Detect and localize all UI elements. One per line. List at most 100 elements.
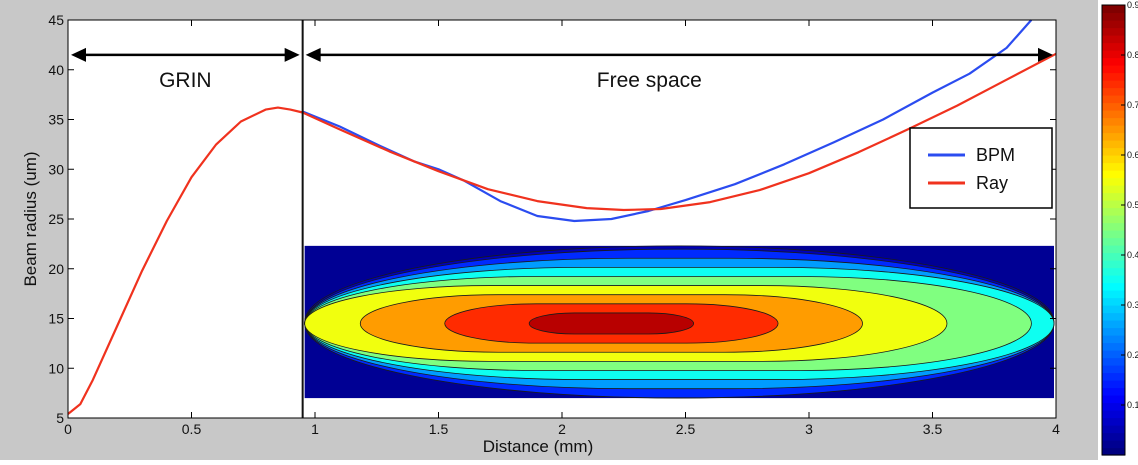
colorbar-segment: [1102, 102, 1125, 111]
colorbar-segment: [1102, 290, 1125, 299]
colorbar-tick-label: 0.3: [1127, 300, 1138, 310]
colorbar-segment: [1102, 312, 1125, 321]
x-tick-label: 3.5: [923, 421, 943, 437]
y-tick-label: 15: [48, 311, 64, 327]
y-tick-label: 5: [56, 410, 64, 426]
colorbar-segment: [1102, 402, 1125, 411]
colorbar-segment: [1102, 110, 1125, 119]
colorbar-segment: [1102, 132, 1125, 141]
colorbar-segment: [1102, 125, 1125, 134]
colorbar-segment: [1102, 342, 1125, 351]
colorbar-segment: [1102, 380, 1125, 389]
legend-box: [909, 127, 1053, 209]
y-tick-label: 20: [48, 261, 64, 277]
y-tick-label: 10: [48, 360, 64, 376]
colorbar-segment: [1102, 65, 1125, 74]
colorbar-frame: [1101, 4, 1126, 456]
colorbar-segment: [1102, 372, 1125, 381]
colorbar-segment: [1102, 177, 1125, 186]
colorbar-tick-label: 0.9: [1127, 0, 1138, 10]
colorbar-segment: [1102, 5, 1125, 14]
x-tick-label: 1: [311, 421, 319, 437]
colorbar-segment: [1102, 162, 1125, 171]
region-arrow-head-left: [71, 47, 86, 62]
colorbar-segment: [1102, 282, 1125, 291]
colorbar-segment: [1102, 245, 1125, 254]
region-label: Free space: [597, 69, 702, 92]
colorbar-segment: [1102, 410, 1125, 419]
colorbar-tick-label: 0.4: [1127, 250, 1138, 260]
x-tick-label: 4: [1052, 421, 1060, 437]
colorbar-segment: [1102, 215, 1125, 224]
colorbar-tick-label: 0.1: [1127, 400, 1138, 410]
colorbar-segment: [1102, 222, 1125, 231]
colorbar-segment: [1102, 147, 1125, 156]
colorbar-segment: [1102, 27, 1125, 36]
y-tick-label: 25: [48, 211, 64, 227]
colorbar-segment: [1102, 260, 1125, 269]
colorbar-segment: [1102, 42, 1125, 51]
y-tick-label: 35: [48, 112, 64, 128]
colorbar-segment: [1102, 170, 1125, 179]
colorbar-segment: [1102, 12, 1125, 21]
x-tick-label: 2.5: [676, 421, 696, 437]
colorbar-segment: [1102, 275, 1125, 284]
colorbar-segment: [1102, 305, 1125, 314]
x-tick-label: 1.5: [429, 421, 449, 437]
colorbar-segment: [1102, 335, 1125, 344]
y-tick-label: 40: [48, 62, 64, 78]
region-arrow-head-left: [305, 47, 321, 62]
legend-label-ray: Ray: [976, 173, 1008, 193]
region-arrow-head-right: [1038, 47, 1053, 62]
x-axis-label: Distance (mm): [483, 437, 594, 456]
colorbar-segment: [1102, 95, 1125, 104]
colorbar-tick-label: 0.8: [1127, 50, 1138, 60]
colorbar-segment: [1102, 365, 1125, 374]
y-tick-label: 45: [48, 12, 64, 28]
colorbar-segment: [1102, 80, 1125, 89]
colorbar-segment: [1102, 320, 1125, 329]
x-tick-label: 2: [558, 421, 566, 437]
legend-label-bpm: BPM: [976, 145, 1015, 165]
colorbar-segment: [1102, 35, 1125, 44]
colorbar-segment: [1102, 327, 1125, 336]
colorbar-segment: [1102, 87, 1125, 96]
colorbar-segment: [1102, 447, 1125, 456]
series-line-ray: [67, 52, 1057, 415]
region-arrow-head-right: [284, 47, 300, 62]
colorbar-segment: [1102, 200, 1125, 209]
colorbar-segment: [1102, 395, 1125, 404]
colorbar-segment: [1102, 155, 1125, 164]
colorbar-segment: [1102, 387, 1125, 396]
colorbar-segment: [1102, 350, 1125, 359]
colorbar-segment: [1102, 50, 1125, 59]
colorbar-tick-label: 0.2: [1127, 350, 1138, 360]
colorbar-segment: [1102, 20, 1125, 29]
colorbar-tick-label: 0.5: [1127, 200, 1138, 210]
x-tick-label: 0: [64, 421, 72, 437]
colorbar-tick-label: 0.6: [1127, 150, 1138, 160]
colorbar-segment: [1102, 267, 1125, 276]
heatmap-contour-level: [528, 312, 695, 335]
colorbar-segment: [1102, 440, 1125, 449]
colorbar-segment: [1102, 425, 1125, 434]
colorbar-segment: [1102, 252, 1125, 261]
colorbar-segment: [1102, 57, 1125, 66]
colorbar-segment: [1102, 185, 1125, 194]
colorbar-segment: [1102, 207, 1125, 216]
colorbar-segment: [1102, 140, 1125, 149]
colorbar-segment: [1102, 237, 1125, 246]
x-tick-label: 3: [805, 421, 813, 437]
x-tick-label: 0.5: [182, 421, 202, 437]
colorbar-segment: [1102, 357, 1125, 366]
colorbar-segment: [1102, 230, 1125, 239]
colorbar-segment: [1102, 432, 1125, 441]
colorbar-segment: [1102, 192, 1125, 201]
colorbar-segment: [1102, 417, 1125, 426]
region-label: GRIN: [159, 69, 212, 92]
y-axis-label: Beam radius (um): [21, 151, 40, 286]
y-tick-label: 30: [48, 161, 64, 177]
colorbar-tick-label: 0.7: [1127, 100, 1138, 110]
